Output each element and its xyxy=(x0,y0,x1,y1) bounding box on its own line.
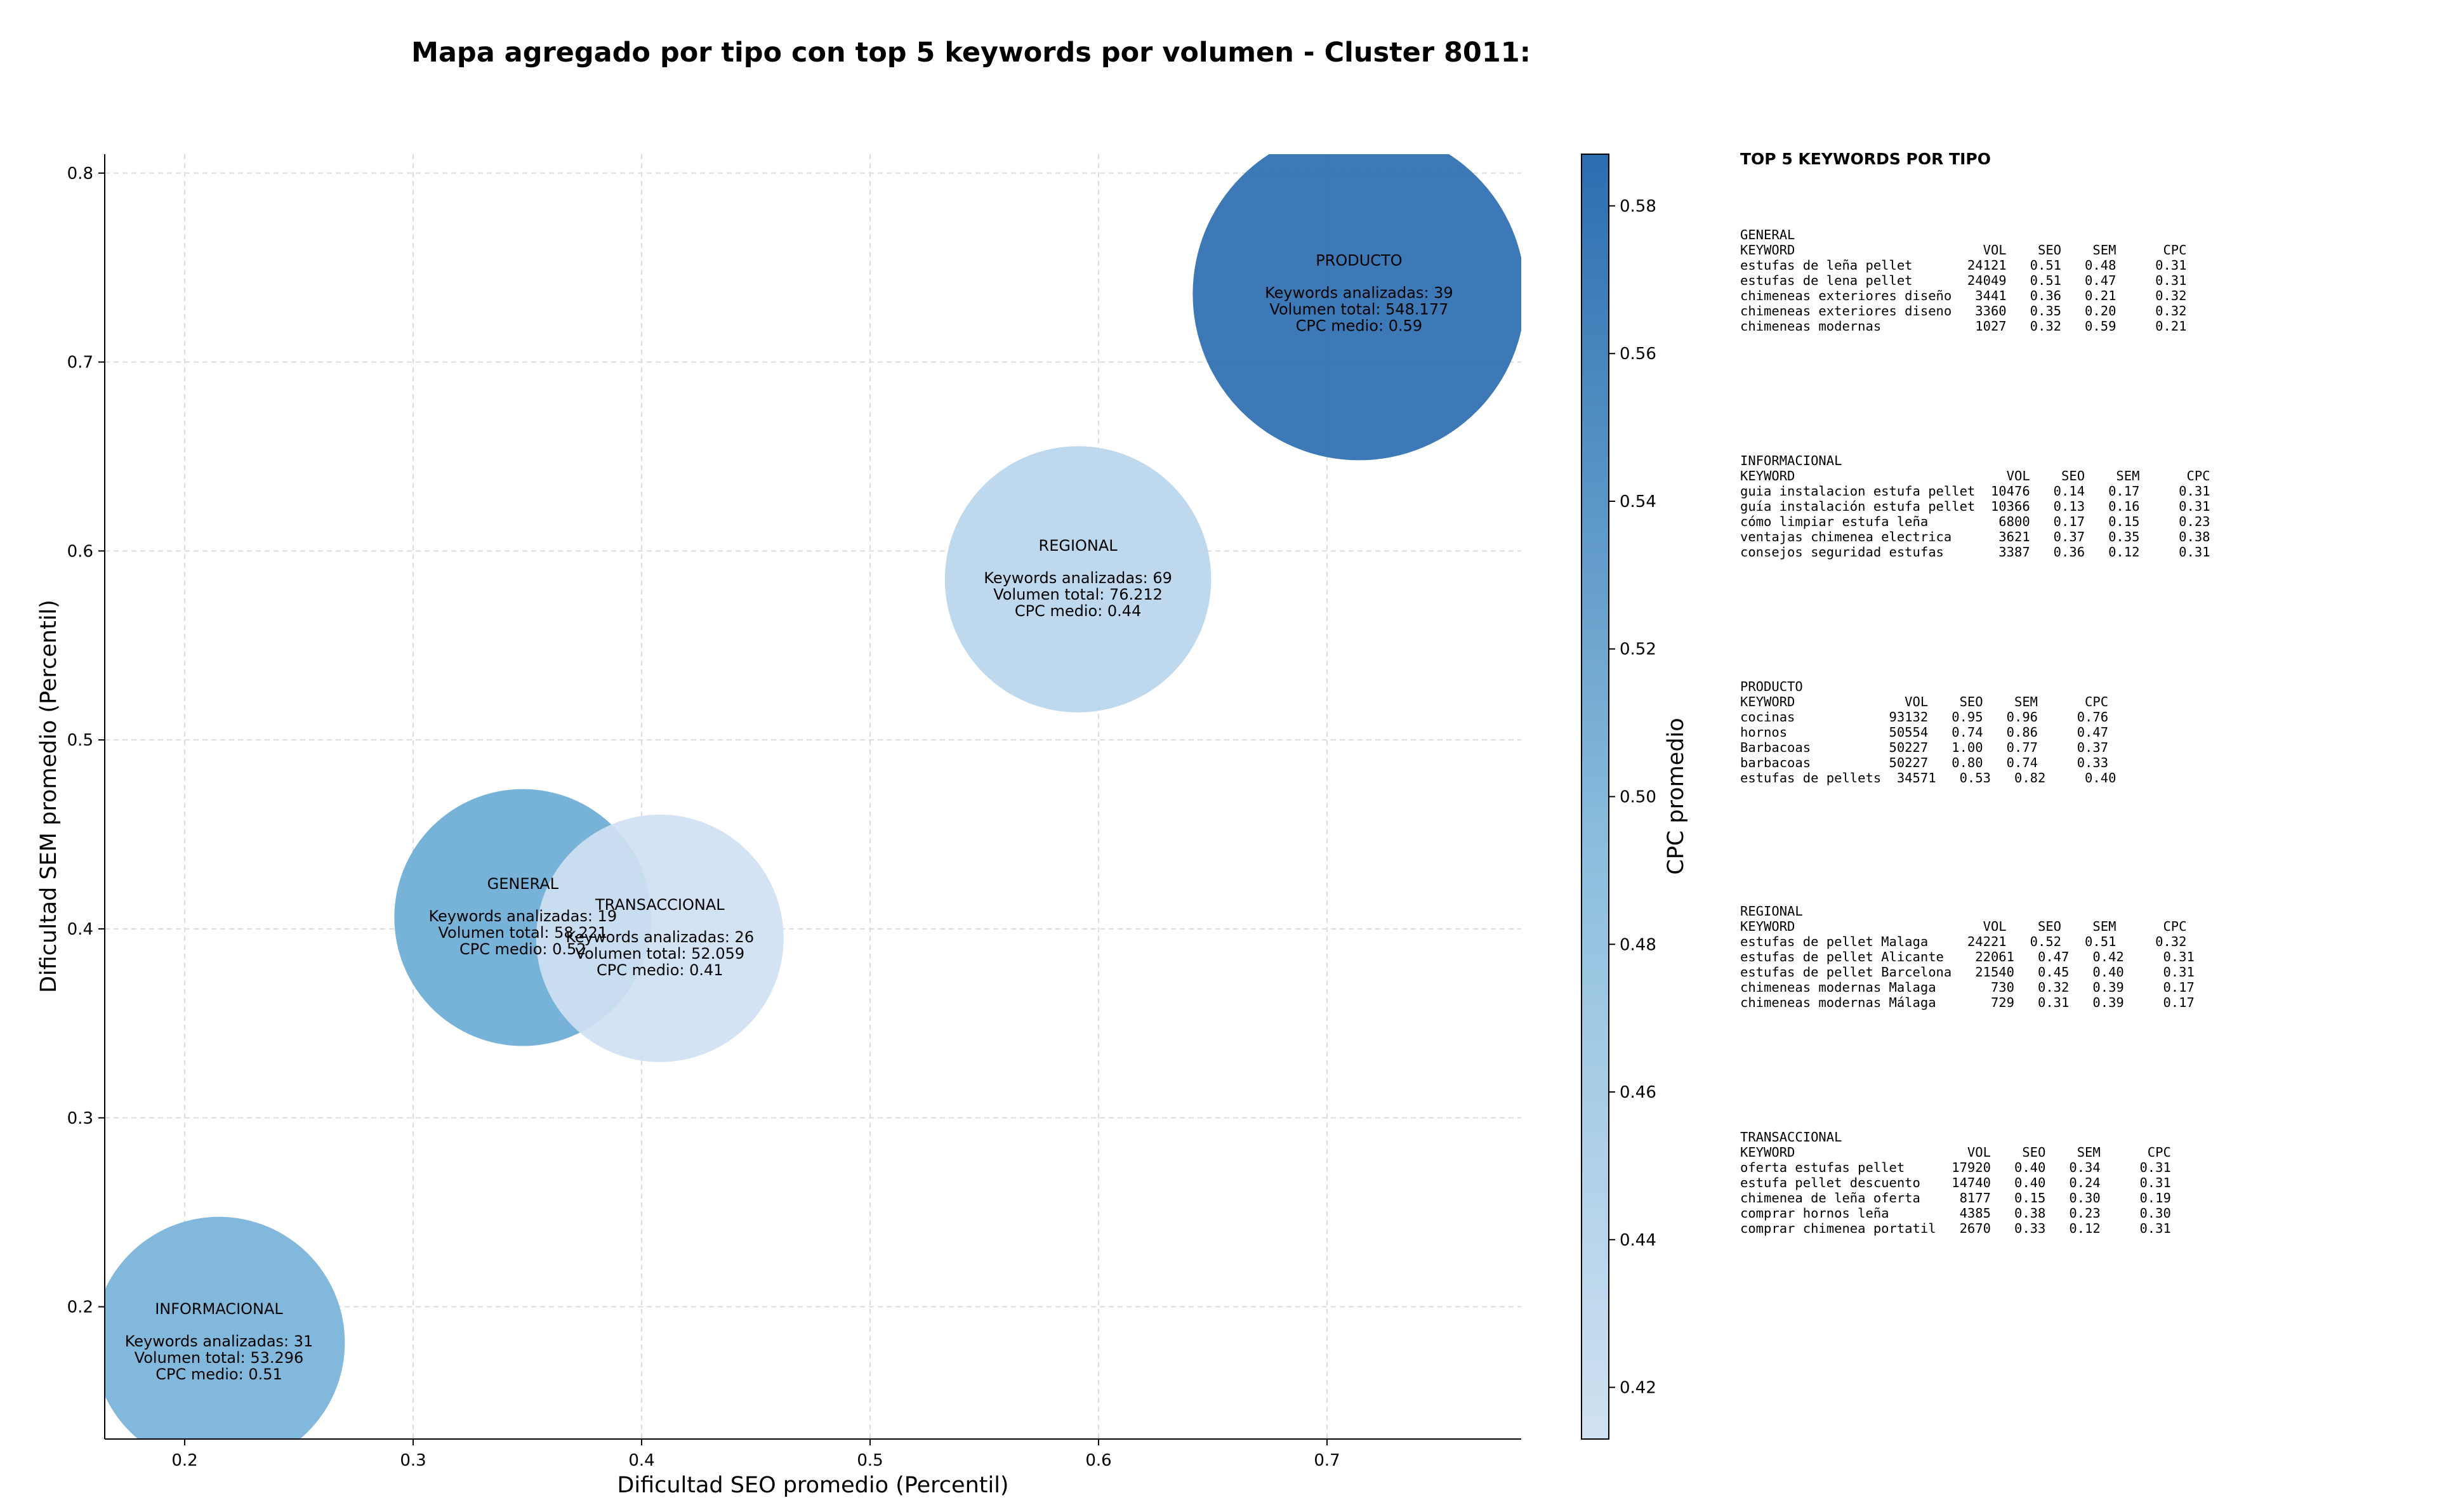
keywords-line: oferta estufas pellet 17920 0.40 0.34 0.… xyxy=(1740,1160,2171,1175)
keywords-line: KEYWORD VOL SEO SEM CPC xyxy=(1740,919,2187,934)
colorbar-tick-label: 0.50 xyxy=(1620,788,1656,807)
bubble-label-name: GENERAL xyxy=(487,875,559,893)
bubble-regional xyxy=(944,446,1212,713)
keywords-line: estufas de pellet Barcelona 21540 0.45 0… xyxy=(1740,964,2195,980)
keywords-block-regional: REGIONAL KEYWORD VOL SEO SEM CPC estufas d… xyxy=(1740,904,2195,1010)
y-tick-label: 0.6 xyxy=(67,542,93,561)
keywords-line: estufas de leña pellet 24121 0.51 0.48 0… xyxy=(1740,258,2187,273)
colorbar-tick-label: 0.48 xyxy=(1620,935,1656,954)
x-tick-label: 0.5 xyxy=(857,1451,883,1470)
bubble-label-name: TRANSACCIONAL xyxy=(595,896,725,914)
bubble-label-line: CPC medio: 0.41 xyxy=(597,961,723,979)
x-tick-label: 0.3 xyxy=(400,1451,426,1470)
keywords-line: chimeneas modernas Malaga 730 0.32 0.39 … xyxy=(1740,980,2195,995)
bubbles xyxy=(105,154,1521,1439)
bubble-label-line: CPC medio: 0.51 xyxy=(155,1365,282,1383)
x-tick-label: 0.4 xyxy=(628,1451,654,1470)
y-tick-label: 0.8 xyxy=(67,164,93,183)
keywords-line: KEYWORD VOL SEO SEM CPC xyxy=(1740,242,2187,258)
keywords-line: comprar hornos leña 4385 0.38 0.23 0.30 xyxy=(1740,1206,2171,1221)
bubble-label-line: Keywords analizadas: 26 xyxy=(565,928,754,946)
colorbar-tick-label: 0.42 xyxy=(1620,1379,1656,1398)
axes: 0.2 0.3 0.4 0.5 0.6 0.7 0.2 0.3 0.4 0.5 0.6 0.7 0.8 xyxy=(67,154,1521,1470)
keywords-line: chimenea de leña oferta 8177 0.15 0.30 0… xyxy=(1740,1190,2171,1206)
colorbar-tick-label: 0.46 xyxy=(1620,1083,1656,1102)
keywords-line: estufas de pellet Malaga 24221 0.52 0.51… xyxy=(1740,934,2187,949)
bubble-informacional xyxy=(105,1216,345,1439)
bubble-label-line: Volumen total: 548.177 xyxy=(1269,300,1448,318)
keywords-line: INFORMACIONAL xyxy=(1740,453,1842,468)
keywords-line: hornos 50554 0.74 0.86 0.47 xyxy=(1740,725,2109,740)
keywords-line: guia instalacion estufa pellet 10476 0.1… xyxy=(1740,483,2210,499)
chart-title: Mapa agregado por tipo con top 5 keyword… xyxy=(411,37,1531,69)
y-axis-label: Dificultad SEM promedio (Percentil) xyxy=(36,600,62,993)
keywords-line: chimeneas modernas Málaga 729 0.31 0.39 … xyxy=(1740,995,2195,1010)
panel-title: TOP 5 KEYWORDS POR TIPO xyxy=(1740,150,1991,168)
bubble-label-line: Keywords analizadas: 31 xyxy=(125,1332,314,1350)
grid xyxy=(105,154,1521,1439)
bubble-label-line: Keywords analizadas: 39 xyxy=(1265,284,1453,301)
keywords-line: comprar chimenea portatil 2670 0.33 0.12… xyxy=(1740,1221,2171,1236)
top-keywords-panel: TOP 5 KEYWORDS POR TIPO GENERAL KEYWORD V… xyxy=(1740,150,2413,1236)
bubble-label-line: Volumen total: 53.296 xyxy=(135,1349,304,1367)
x-tick-label: 0.7 xyxy=(1314,1451,1340,1470)
y-tick-label: 0.3 xyxy=(67,1109,93,1128)
bubble-label-line: Volumen total: 76.212 xyxy=(993,586,1163,603)
keywords-block-general: GENERAL KEYWORD VOL SEO SEM CPC estufas de… xyxy=(1740,227,2187,334)
keywords-line: Barbacoas 50227 1.00 0.77 0.37 xyxy=(1740,740,2109,755)
y-tick-label: 0.5 xyxy=(67,731,93,750)
colorbar-tick-label: 0.52 xyxy=(1620,640,1656,659)
bubble-label-name: PRODUCTO xyxy=(1316,251,1402,269)
y-tick-label: 0.2 xyxy=(67,1298,93,1317)
keywords-line: KEYWORD VOL SEO SEM CPC xyxy=(1740,468,2210,483)
bubble-label-name: INFORMACIONAL xyxy=(155,1300,283,1318)
keywords-line: chimeneas exteriores diseno 3360 0.35 0.… xyxy=(1740,303,2187,319)
x-axis-label: Dificultad SEO promedio (Percentil) xyxy=(617,1473,1008,1498)
colorbar-label: CPC promedio xyxy=(1663,718,1689,874)
bubble-label-line: Volumen total: 58.221 xyxy=(438,924,607,942)
keywords-line: KEYWORD VOL SEO SEM CPC xyxy=(1740,1145,2171,1160)
y-tick-label: 0.7 xyxy=(67,353,93,372)
bubble-label-line: CPC medio: 0.59 xyxy=(1296,317,1423,334)
keywords-block-informacional: INFORMACIONAL KEYWORD VOL SEO SEM CPC guia… xyxy=(1740,453,2210,560)
y-tick-label: 0.4 xyxy=(67,920,93,939)
keywords-line: guía instalación estufa pellet 10366 0.1… xyxy=(1740,499,2210,514)
keywords-line: estufas de pellets 34571 0.53 0.82 0.40 xyxy=(1740,770,2117,786)
keywords-line: estufas de lena pellet 24049 0.51 0.47 0… xyxy=(1740,273,2187,288)
keywords-block-producto: PRODUCTO KEYWORD VOL SEO SEM CPC cocinas 9… xyxy=(1740,679,2116,786)
bubble-producto xyxy=(1192,154,1521,461)
keywords-line: estufas de pellet Alicante 22061 0.47 0.… xyxy=(1740,949,2195,964)
keywords-line: TRANSACCIONAL xyxy=(1740,1129,1842,1145)
keywords-block-transaccional: TRANSACCIONAL KEYWORD VOL SEO SEM CPC ofer… xyxy=(1740,1129,2171,1236)
keywords-line: ventajas chimenea electrica 3621 0.37 0.… xyxy=(1740,529,2210,544)
keywords-line: cocinas 93132 0.95 0.96 0.76 xyxy=(1740,709,2109,725)
keywords-line: chimeneas modernas 1027 0.32 0.59 0.21 xyxy=(1740,319,2187,334)
colorbar: 0.42 0.44 0.46 0.48 0.50 0.52 0.54 0.56 0.58 xyxy=(1581,154,1656,1440)
keywords-line: KEYWORD VOL SEO SEM CPC xyxy=(1740,694,2109,709)
keywords-line: PRODUCTO xyxy=(1740,679,1803,694)
bubble-label-name: REGIONAL xyxy=(1039,537,1118,555)
keywords-line: barbacoas 50227 0.80 0.74 0.33 xyxy=(1740,755,2109,770)
colorbar-tick-label: 0.44 xyxy=(1620,1231,1656,1250)
keywords-line: GENERAL xyxy=(1740,227,1795,242)
keywords-line: chimeneas exteriores diseño 3441 0.36 0.… xyxy=(1740,288,2187,303)
bubble-label-line: Volumen total: 52.059 xyxy=(575,945,744,963)
keywords-line: REGIONAL xyxy=(1740,904,1803,919)
keywords-line: consejos seguridad estufas 3387 0.36 0.1… xyxy=(1740,544,2210,560)
keywords-line: cómo limpiar estufa leña 6800 0.17 0.15 … xyxy=(1740,514,2210,529)
bubble-label-line: CPC medio: 0.52 xyxy=(459,940,586,958)
x-tick-label: 0.6 xyxy=(1085,1451,1111,1470)
bubble-label-line: Keywords analizadas: 19 xyxy=(428,907,617,925)
colorbar-tick-label: 0.58 xyxy=(1620,197,1656,216)
bubble-label-line: CPC medio: 0.44 xyxy=(1015,602,1142,620)
bubble-transaccional xyxy=(536,814,784,1062)
colorbar-tick-label: 0.56 xyxy=(1620,345,1656,364)
colorbar-tick-label: 0.54 xyxy=(1620,492,1656,511)
keywords-line: estufa pellet descuento 14740 0.40 0.24 … xyxy=(1740,1175,2171,1190)
x-tick-label: 0.2 xyxy=(171,1451,197,1470)
bubble-label-line: Keywords analizadas: 69 xyxy=(984,569,1172,587)
colorbar-gradient xyxy=(1581,154,1609,1440)
